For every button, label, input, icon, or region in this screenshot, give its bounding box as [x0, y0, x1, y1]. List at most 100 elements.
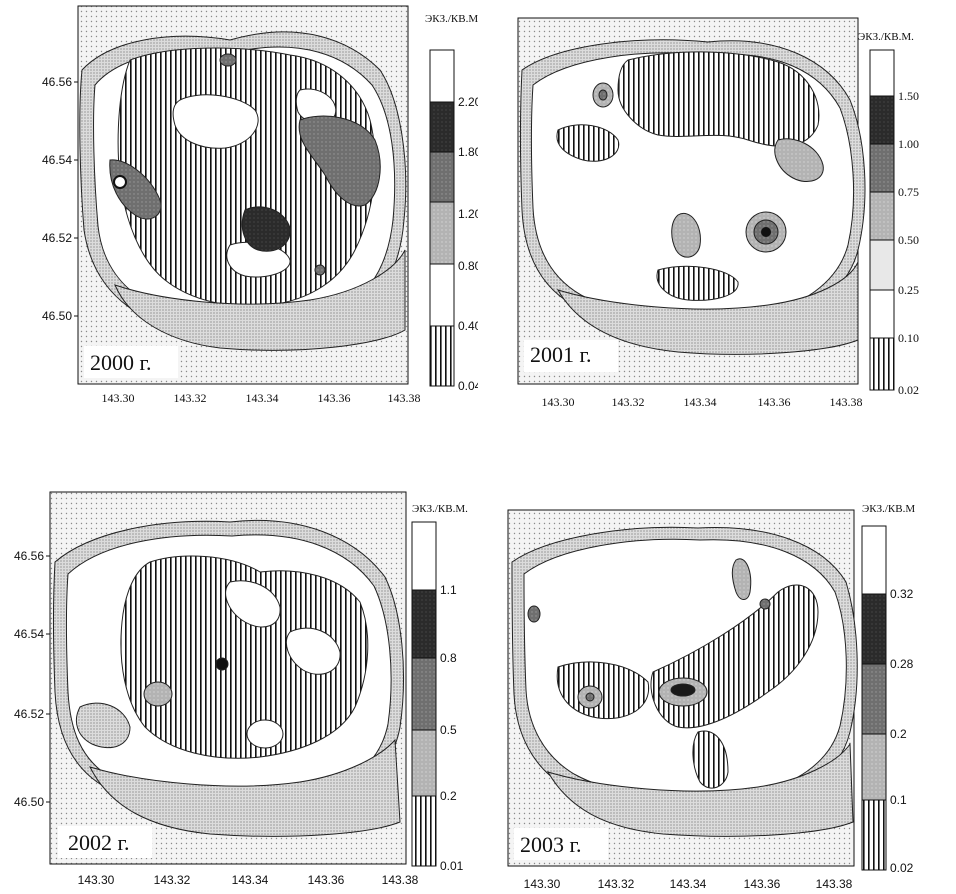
legend-value: 1.1	[440, 583, 457, 597]
legend-value: 0.75	[898, 185, 919, 199]
year-label: 2000 г.	[90, 350, 152, 375]
density-0.02-zone-c	[656, 265, 739, 301]
map-2002-svg: 2002 г. 46.56 46.54 46.52 46.50 143.30 1…	[14, 491, 468, 887]
density-patch-north	[219, 53, 237, 67]
legend-swatch-top	[869, 49, 895, 97]
legend-swatch	[861, 733, 887, 801]
y-tick-label: 46.50	[42, 309, 72, 323]
y-tick-label: 46.54	[14, 627, 44, 641]
x-tick-label: 143.32	[598, 877, 635, 891]
map-panel-2001: 2001 г. 143.30 143.32 143.34 143.36 143.…	[478, 0, 956, 412]
map-panel-2000: 2000 г. 46.56 46.54 46.52 46.50 143.30 1…	[0, 0, 478, 412]
x-axis: 143.30 143.32 143.34 143.36 143.38	[524, 877, 853, 891]
y-tick-label: 46.52	[42, 231, 72, 245]
legend-value: 1.80	[458, 145, 478, 159]
legend-swatch	[869, 143, 895, 193]
legend-swatch	[861, 663, 887, 735]
legend-value: 0.50	[898, 233, 919, 247]
density-0.75-patch	[774, 138, 824, 182]
legend-2003: ЭКЗ./КВ.М 0.32 0.28 0.2 0.1 0.02	[861, 503, 915, 875]
legend-swatch	[429, 151, 455, 203]
map-2003-svg: 2003 г. 143.30 143.32 143.34 143.36 143.…	[507, 503, 915, 891]
legend-swatch	[869, 95, 895, 145]
y-axis: 46.56 46.54 46.52 46.50	[14, 549, 50, 809]
x-tick-label: 143.34	[246, 391, 279, 405]
legend-value: 1.00	[898, 137, 919, 151]
legend-value: 0.10	[898, 331, 919, 345]
legend-value: 0.2	[890, 727, 907, 741]
x-tick-label: 143.38	[382, 873, 419, 887]
density-0.02-zone-b	[556, 124, 620, 162]
x-tick-label: 143.34	[670, 877, 707, 891]
sand-spit	[556, 261, 859, 355]
density-patch-south	[314, 264, 326, 276]
density-1.50-core	[761, 227, 771, 237]
legend-value: 0.2	[440, 789, 457, 803]
density-core-nw	[598, 89, 608, 101]
legend-swatch	[861, 593, 887, 665]
year-label: 2001 г.	[530, 342, 592, 367]
x-tick-label: 143.32	[174, 391, 207, 405]
sand-spit	[546, 742, 854, 837]
map-2001-svg: 2001 г. 143.30 143.32 143.34 143.36 143.…	[517, 17, 919, 409]
legend-swatch	[869, 239, 895, 291]
legend-value: 0.8	[440, 651, 457, 665]
density-0.02-zone	[556, 661, 650, 720]
legend-value: 0.5	[440, 723, 457, 737]
year-label-bg	[514, 828, 608, 860]
y-tick-label: 46.52	[14, 707, 44, 721]
x-tick-label: 143.30	[78, 873, 115, 887]
x-tick-label: 143.32	[612, 395, 645, 409]
density-0.5-patch	[143, 681, 173, 707]
year-label-bg	[84, 346, 178, 378]
density-0.2-zone	[225, 580, 281, 628]
y-tick-label: 46.56	[14, 549, 44, 563]
shelf-patch-west	[76, 702, 131, 749]
density-0.40-zone	[172, 94, 259, 149]
density-1.20-patch	[298, 115, 381, 207]
legend-swatch	[429, 263, 455, 327]
legend-value: 0.04	[458, 379, 478, 393]
x-axis: 143.30 143.32 143.34 143.36 143.38	[78, 873, 419, 887]
legend-swatch	[411, 729, 437, 797]
x-tick-label: 143.34	[684, 395, 717, 409]
x-axis: 143.30 143.32 143.34 143.36 143.38	[102, 391, 421, 405]
year-label: 2002 г.	[68, 830, 130, 855]
map-panel-2002: 2002 г. 46.56 46.54 46.52 46.50 143.30 1…	[0, 482, 478, 894]
x-tick-label: 143.36	[318, 391, 351, 405]
legend-unit: ЭКЗ./КВ.М.	[858, 31, 914, 43]
legend-value: 0.28	[890, 657, 914, 671]
density-0.2-zone-c	[246, 719, 284, 749]
density-2.20-patch	[241, 206, 291, 252]
density-0.32-core	[670, 683, 696, 697]
legend-swatch	[411, 795, 437, 867]
y-tick-label: 46.54	[42, 153, 72, 167]
density-0.02-zone-c	[692, 730, 729, 789]
legend-swatch	[869, 337, 895, 391]
legend-swatch	[429, 201, 455, 265]
x-tick-label: 143.30	[524, 877, 561, 891]
x-tick-label: 143.30	[542, 395, 575, 409]
x-tick-label: 143.38	[830, 395, 863, 409]
legend-swatch	[411, 589, 437, 659]
density-0.01-zone	[120, 555, 369, 759]
x-tick-label: 143.34	[232, 873, 269, 887]
density-0.02-zone	[617, 51, 820, 147]
legend-unit: ЭКЗ./КВ.М.	[425, 13, 478, 25]
legend-value: 0.01	[440, 859, 464, 873]
year-label: 2003 г.	[520, 832, 582, 857]
density-0.28-north	[759, 598, 771, 610]
legend-value: 0.40	[458, 319, 478, 333]
legend-value: 1.50	[898, 89, 919, 103]
map-panel-2003: 2003 г. 143.30 143.32 143.34 143.36 143.…	[478, 482, 956, 894]
x-tick-label: 143.30	[102, 391, 135, 405]
y-tick-label: 46.56	[42, 75, 72, 89]
density-patch-west	[527, 605, 541, 623]
legend-2001: ЭКЗ./КВ.М. 1.50 1.00 0.75 0.50 0.25 0.10…	[858, 31, 919, 397]
density-0.2-zone-b	[286, 627, 341, 675]
legend-unit: ЭКЗ./КВ.М.	[412, 503, 468, 515]
legend-value: 0.80	[458, 259, 478, 273]
legend-value: 0.1	[890, 793, 907, 807]
x-tick-label: 143.36	[758, 395, 791, 409]
legend-swatch	[869, 289, 895, 339]
